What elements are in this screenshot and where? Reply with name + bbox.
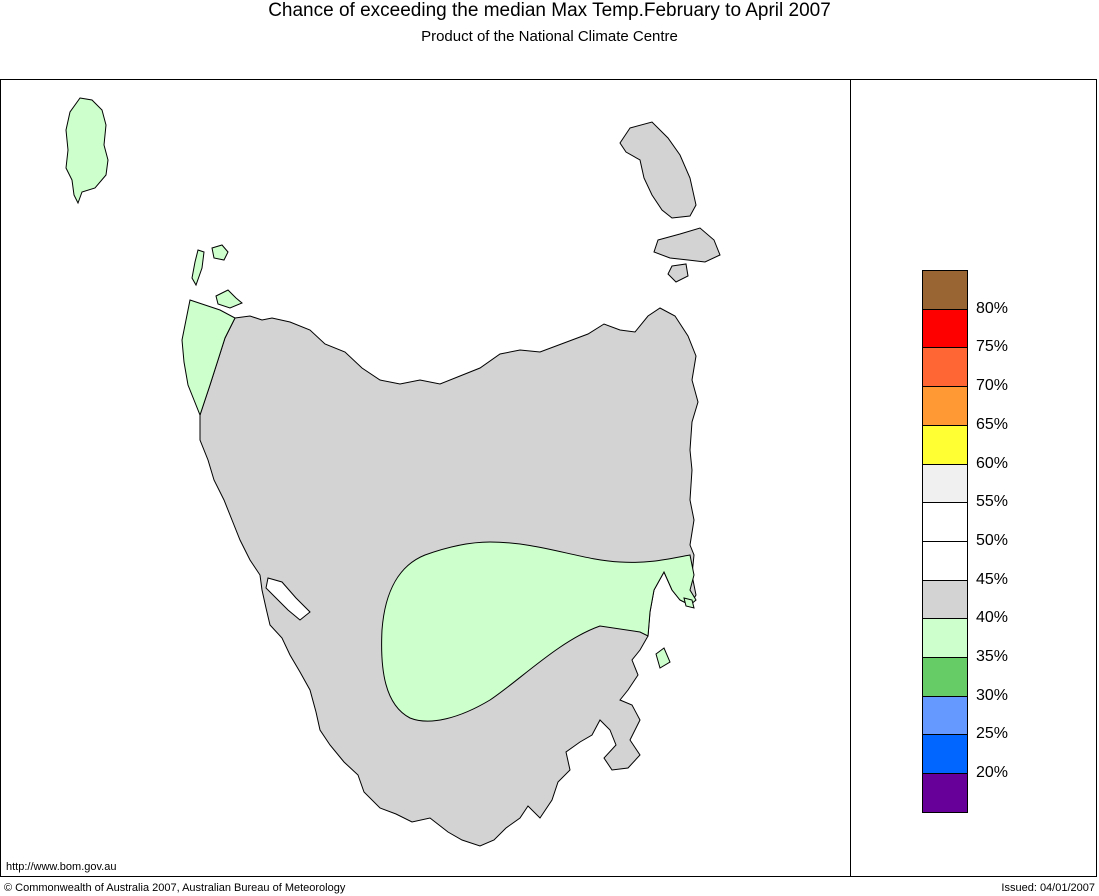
legend-swatch [922, 541, 968, 581]
legend-swatch [922, 502, 968, 542]
legend-label: 35% [976, 648, 1009, 665]
legend-label: 50% [976, 532, 1009, 549]
legend-swatch [922, 657, 968, 697]
legend-swatch [922, 309, 968, 349]
map-title: Chance of exceeding the median Max Temp.… [268, 0, 831, 21]
map-frame [0, 79, 1097, 877]
legend-swatch [922, 270, 968, 310]
clarke-island [667, 263, 689, 283]
small-island-1 [211, 244, 229, 261]
issued-date: Issued: 04/01/2007 [1001, 882, 1095, 894]
legend-swatch [922, 618, 968, 658]
legend-divider [850, 79, 851, 877]
legend-swatch [922, 773, 968, 813]
legend-label: 75% [976, 338, 1009, 355]
legend-swatch [922, 425, 968, 465]
legend-label: 55% [976, 493, 1009, 510]
legend-label: 40% [976, 609, 1009, 626]
legend-swatch [922, 464, 968, 504]
king-island [65, 97, 109, 205]
flinders-island [619, 121, 697, 219]
small-island-2 [191, 249, 205, 287]
copyright-notice: © Commonwealth of Australia 2007, Austra… [4, 882, 346, 894]
legend-label: 65% [976, 416, 1009, 433]
legend-swatch [922, 386, 968, 426]
central-green-zone [381, 541, 697, 722]
legend-swatch [922, 696, 968, 736]
legend-label: 25% [976, 725, 1009, 742]
schouten-island [683, 597, 695, 609]
legend-label: 60% [976, 455, 1009, 472]
macquarie-harbour [265, 577, 311, 621]
legend-label: 20% [976, 764, 1009, 781]
nw-green-zone [181, 299, 236, 417]
legend-label: 70% [976, 377, 1009, 394]
cape-barren-island [653, 227, 721, 263]
robbins-island [215, 289, 243, 309]
map-subtitle: Product of the National Climate Centre [421, 28, 678, 45]
legend-label: 30% [976, 687, 1009, 704]
legend-label: 45% [976, 571, 1009, 588]
legend-swatch [922, 347, 968, 387]
legend-swatch [922, 580, 968, 620]
source-url[interactable]: http://www.bom.gov.au [6, 861, 117, 873]
legend-label: 80% [976, 300, 1009, 317]
legend-swatch [922, 734, 968, 774]
maria-island [655, 647, 671, 669]
